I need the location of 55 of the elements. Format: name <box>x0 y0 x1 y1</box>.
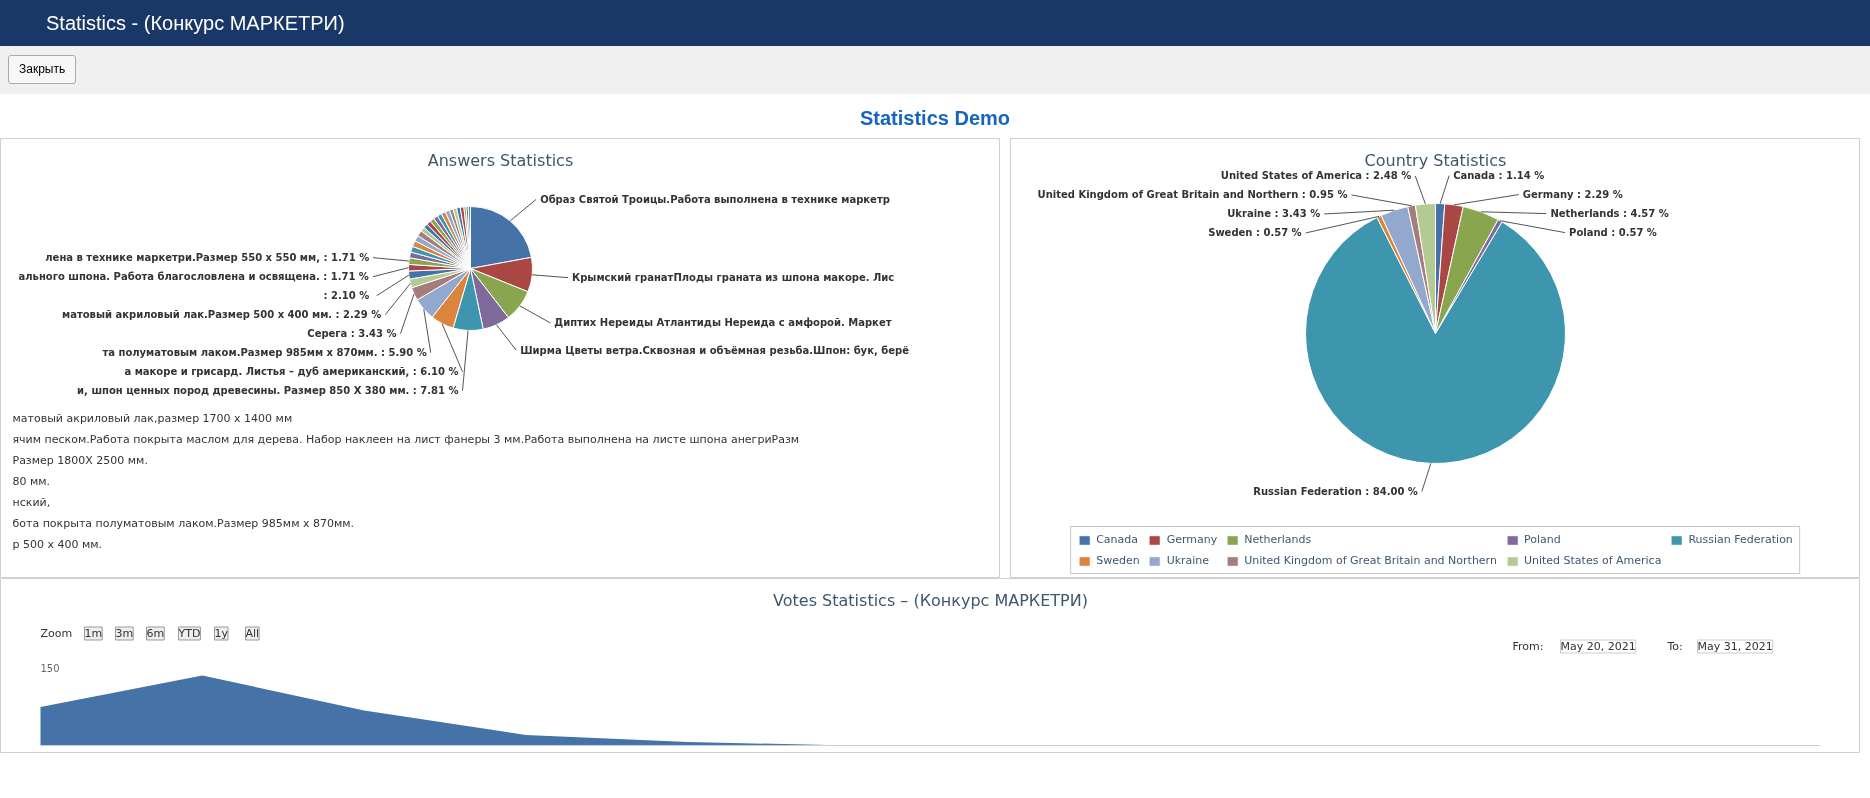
data-label: : 2.10 % <box>323 290 370 302</box>
category-label: Poland : 0.57 % <box>1569 227 1657 239</box>
legend-label: Russian Federation <box>1688 533 1793 546</box>
slice-label: а макоре и грисард. Листья – дуб американский, : 6.10 % <box>124 366 459 378</box>
legend-label: Canada <box>1096 533 1139 546</box>
legend-label: United Kingdom of Great Britain and Northern <box>1244 554 1497 567</box>
text: From: <box>1512 640 1544 653</box>
text: 150 <box>40 662 60 674</box>
category-label: Russian Federation : 84.00 % <box>1253 485 1418 497</box>
slice-label: ального шпона. Работа благословлена и освящена. : 1.71 % <box>18 271 369 283</box>
text: Zoom <box>40 627 73 640</box>
text: 6m <box>146 627 165 640</box>
text: To: <box>1666 640 1683 653</box>
text: YTD <box>177 627 201 640</box>
text: 1y <box>214 627 229 640</box>
category-label: United Kingdom of Great Britain and Northern : 0.95 % <box>1037 189 1348 201</box>
legend-label: United States of America <box>1523 554 1662 567</box>
text: р 500 х 400 мм. <box>12 538 103 551</box>
text: All <box>245 627 260 640</box>
category-label: United States of America : 2.48 % <box>1220 170 1412 182</box>
slice-label: Ширма Цветы ветра.Сквозная и объёмная резьба.Шпон: бук, берё <box>520 344 910 356</box>
legend-label: Germany <box>1166 533 1218 546</box>
legend-label: Netherlands <box>1244 533 1312 546</box>
text: 1m <box>84 627 103 640</box>
slice-label: Серега : 3.43 % <box>307 328 397 340</box>
slice-label: Крымский гранатПлоды граната из шпона макоре. Лис <box>572 272 895 284</box>
chart-title: Votes Statistics – (Конкурс МАРКЕТРИ) <box>773 591 1088 610</box>
slice-label: и, шпон ценных пород древесины. Размер 850 Х 380 мм. : 7.81 % <box>77 385 459 397</box>
slice-label: та полуматовым лаком.Размер 985мм х 870мм. : 5.90 % <box>102 347 427 359</box>
text: Закрыть <box>8 55 77 85</box>
chart-title: Country Statistics <box>1364 151 1507 170</box>
text: нский, <box>12 496 51 509</box>
slice-label: Диптих Нереиды Атлантиды Нереида с амфорой. Маркет <box>554 317 892 329</box>
category-label: Germany : 2.29 % <box>1522 189 1623 201</box>
chart-title: Answers Statistics <box>427 151 574 170</box>
legend-label: Poland <box>1523 533 1561 546</box>
category-label: Sweden : 0.57 % <box>1208 227 1302 239</box>
legend-label: Ukraine <box>1166 554 1210 567</box>
category-label: Netherlands : 4.57 % <box>1550 208 1669 220</box>
text: матовый акриловый лак,размер 1700 х 1400 мм <box>12 412 293 425</box>
legend-label: Sweden <box>1096 554 1140 567</box>
slice-label: Образ Святой Троицы.Работа выполнена в технике маркетр <box>540 193 890 205</box>
text: 80 мм. <box>12 475 51 488</box>
text: May 20, 2021 <box>1560 640 1636 653</box>
slice-label: лена в технике маркетри.Размер 550 х 550 мм, : 1.71 % <box>45 252 370 264</box>
text: Statistics - (Конкурс МАРКЕТРИ) <box>46 11 345 36</box>
text: Размер 1800Х 2500 мм. <box>12 454 148 467</box>
slice-label: матовый акриловый лак.Размер 500 х 400 мм. : 2.29 % <box>61 309 382 321</box>
category-label: Ukraine : 3.43 % <box>1227 208 1321 220</box>
text: May 31, 2021 <box>1697 640 1773 653</box>
text: ячим песком.Работа покрыта маслом для дерева. Набор наклеен на лист фанеры 3 мм.Работа выполнена на листе шпона анегриРазм <box>12 433 800 446</box>
text: 3m <box>115 627 134 640</box>
category-label: Canada : 1.14 % <box>1453 170 1545 182</box>
text: бота покрыта полуматовым лаком.Размер 985мм х 870мм. <box>12 517 355 530</box>
text: Statistics Demo <box>859 106 1011 131</box>
